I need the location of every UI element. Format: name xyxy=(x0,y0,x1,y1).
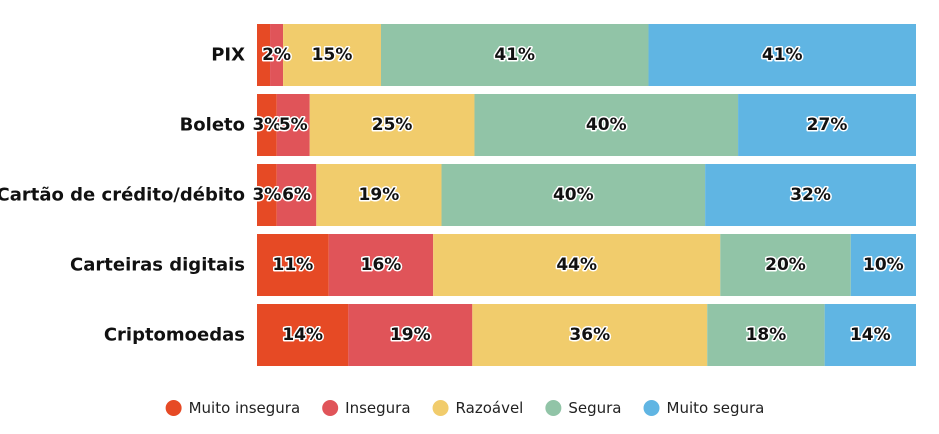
legend-swatch-razoavel xyxy=(432,400,449,416)
segment-label-carteiras-digitais-muito-insegura: 11% xyxy=(273,255,314,275)
legend-item-razoavel[interactable]: Razoável xyxy=(432,399,524,417)
legend-item-segura[interactable]: Segura xyxy=(545,399,622,417)
bar-segment-pix-segura[interactable] xyxy=(380,24,649,86)
segment-label-cartao-de-credito-debito-razoavel: 19% xyxy=(359,185,400,205)
bar-segment-criptomoedas-razoavel[interactable] xyxy=(472,304,708,366)
segment-labels: 2% 15% 41% 41%3%5% 25% 40% 27%3% 6% 19% 40% 32%11%… xyxy=(251,44,905,347)
bar-segment-criptomoedas-muito-insegura[interactable] xyxy=(257,304,349,366)
bar-segment-criptomoedas-muito-segura[interactable] xyxy=(824,304,916,366)
segment-label-cartao-de-credito-debito-muito-segura: 32% xyxy=(790,185,831,205)
legend-label-insegura: Insegura xyxy=(345,399,410,417)
segment-label-criptomoedas-muito-insegura: 14% xyxy=(282,325,323,345)
bar-segment-cartao-de-credito-debito-muito-insegura[interactable] xyxy=(257,164,277,226)
legend-label-muito-insegura: Muito insegura xyxy=(189,399,301,417)
segment-label-pix-razoavel: 15% xyxy=(312,45,353,65)
segment-label-carteiras-digitais-segura: 20% xyxy=(765,255,806,275)
segment-label-pix-segura: 41% xyxy=(494,45,535,65)
segment-label-carteiras-digitais-muito-segura: 10% xyxy=(863,255,904,275)
bar-segment-cartao-de-credito-debito-razoavel[interactable] xyxy=(316,164,442,226)
segment-label-pix-muito-segura: 41% xyxy=(762,45,803,65)
segment-label-cartao-de-credito-debito-segura: 40% xyxy=(553,185,594,205)
legend-item-muito-insegura[interactable]: Muito insegura xyxy=(165,399,301,417)
segment-label-boleto-muito-segura: 27% xyxy=(807,115,848,135)
bar-segment-criptomoedas-segura[interactable] xyxy=(707,304,825,366)
legend-label-segura: Segura xyxy=(568,399,621,417)
legend-label-muito-segura: Muito segura xyxy=(667,399,765,417)
segment-label-carteiras-digitais-insegura: 16% xyxy=(361,255,402,275)
segment-label-criptomoedas-insegura: 19% xyxy=(390,325,431,345)
bar-segment-pix-muito-segura[interactable] xyxy=(648,24,916,86)
category-label-carteiras-digitais: Carteiras digitais xyxy=(70,255,245,276)
bar-segment-cartao-de-credito-debito-muito-segura[interactable] xyxy=(705,164,916,226)
bar-segment-carteiras-digitais-muito-segura[interactable] xyxy=(850,234,916,296)
segment-label-carteiras-digitais-razoavel: 44% xyxy=(556,255,597,275)
bar-segment-boleto-muito-segura[interactable] xyxy=(738,94,916,156)
segment-label-boleto-segura: 40% xyxy=(586,115,627,135)
bar-segment-carteiras-digitais-segura[interactable] xyxy=(720,234,851,296)
category-label-cartao-de-credito-debito: Cartão de crédito/débito xyxy=(0,185,245,206)
bar-segment-boleto-razoavel[interactable] xyxy=(309,94,475,156)
bars-layer xyxy=(257,24,916,366)
bar-segment-carteiras-digitais-muito-insegura[interactable] xyxy=(257,234,329,296)
category-label-boleto: Boleto xyxy=(180,115,245,136)
segment-label-pix-insegura: 2% xyxy=(262,45,291,65)
bar-segment-pix-muito-insegura[interactable] xyxy=(257,24,271,86)
segment-label-criptomoedas-razoavel: 36% xyxy=(569,325,610,345)
bar-segment-boleto-insegura[interactable] xyxy=(276,94,310,156)
legend-item-insegura[interactable]: Insegura xyxy=(322,399,411,417)
bar-segment-boleto-segura[interactable] xyxy=(474,94,739,156)
bar-segment-pix-razoavel[interactable] xyxy=(283,24,381,86)
bar-segment-carteiras-digitais-insegura[interactable] xyxy=(328,234,434,296)
category-label-pix: PIX xyxy=(211,45,245,66)
legend-label-razoavel: Razoável xyxy=(456,399,524,417)
legend-swatch-insegura xyxy=(322,400,339,416)
legend-swatch-muito-segura xyxy=(643,400,660,416)
bar-segment-cartao-de-credito-debito-segura[interactable] xyxy=(441,164,706,226)
segment-label-cartao-de-credito-debito-insegura: 6% xyxy=(282,185,311,205)
bar-segment-criptomoedas-insegura[interactable] xyxy=(348,304,473,366)
segment-label-boleto-muito-insegura: 3% xyxy=(252,115,281,135)
bar-segment-cartao-de-credito-debito-insegura[interactable] xyxy=(276,164,317,226)
legend-swatch-segura xyxy=(545,400,562,416)
bar-segment-carteiras-digitais-razoavel[interactable] xyxy=(433,234,721,296)
category-label-criptomoedas: Criptomoedas xyxy=(104,325,245,346)
legend[interactable]: Muito insegura Insegura Razoável Segura Muit… xyxy=(165,399,765,417)
segment-label-boleto-insegura: 5% xyxy=(279,115,308,135)
category-labels: PIX Boleto Cartão de crédito/débito Carteir… xyxy=(0,45,245,346)
segment-label-boleto-razoavel: 25% xyxy=(372,115,413,135)
segment-label-criptomoedas-muito-segura: 14% xyxy=(850,325,891,345)
legend-item-muito-segura[interactable]: Muito segura xyxy=(643,399,765,417)
segment-label-criptomoedas-segura: 18% xyxy=(746,325,787,345)
segment-label-cartao-de-credito-debito-muito-insegura: 3% xyxy=(252,185,281,205)
bar-segment-pix-insegura[interactable] xyxy=(270,24,284,86)
legend-swatch-muito-insegura xyxy=(165,400,182,416)
bar-segment-boleto-muito-insegura[interactable] xyxy=(257,94,277,156)
